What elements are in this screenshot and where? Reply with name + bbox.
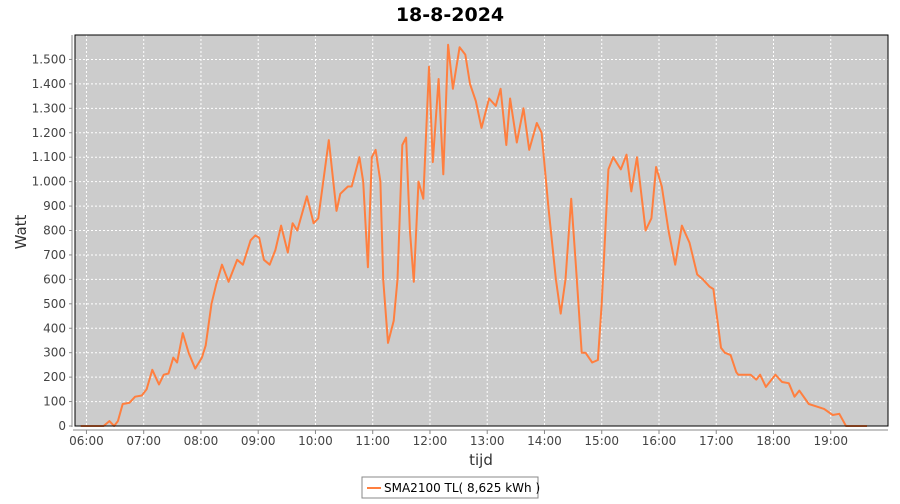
series-line-sma2100 <box>80 43 867 427</box>
y-tick-label: 1.100 <box>32 150 66 164</box>
x-axis: 06:00 07:00 08:00 09:00 10:00 11:00 12:00 13:00… <box>69 429 888 448</box>
y-tick-label: 100 <box>43 395 66 409</box>
y-tick-label: 1.300 <box>32 101 66 115</box>
y-tick-label: 600 <box>43 272 66 286</box>
x-tick-label: 18:00 <box>756 434 791 448</box>
x-tick-label: 09:00 <box>241 434 276 448</box>
y-tick-label: 200 <box>43 370 66 384</box>
y-tick-label: 400 <box>43 321 66 335</box>
y-tick-label: 0 <box>58 419 66 433</box>
y-tick-label: 800 <box>43 224 66 238</box>
x-tick-label: 15:00 <box>584 434 619 448</box>
x-tick-label: 08:00 <box>184 434 219 448</box>
y-tick-label: 700 <box>43 248 66 262</box>
y-tick-label: 1.500 <box>32 52 66 66</box>
x-tick-label: 19:00 <box>813 434 848 448</box>
x-tick-label: 16:00 <box>642 434 677 448</box>
y-tick-label: 300 <box>43 346 66 360</box>
x-tick-label: 17:00 <box>699 434 734 448</box>
y-axis: 0 100 200 300 400 500 600 700 800 900 1.000 1.100 1.… <box>32 35 73 433</box>
y-tick-label: 1.400 <box>32 77 66 91</box>
plot-border <box>74 34 889 427</box>
x-tick-label: 07:00 <box>126 434 161 448</box>
y-tick-label: 500 <box>43 297 66 311</box>
y-tick-label: 1.200 <box>32 126 66 140</box>
x-tick-label: 14:00 <box>527 434 562 448</box>
x-tick-label: 12:00 <box>413 434 448 448</box>
legend-box <box>361 476 539 499</box>
x-axis-label: tijd <box>469 451 493 469</box>
legend: SMA2100 TL( 8,625 kWh ) <box>361 476 540 499</box>
chart-title: 18-8-2024 <box>396 4 504 26</box>
y-tick-label: 900 <box>43 199 66 213</box>
x-tick-label: 10:00 <box>298 434 333 448</box>
x-tick-label: 13:00 <box>470 434 505 448</box>
x-tick-label: 06:00 <box>69 434 104 448</box>
x-tick-label: 11:00 <box>355 434 390 448</box>
y-tick-label: 1.000 <box>32 175 66 189</box>
y-axis-label: Watt <box>12 214 30 249</box>
legend-label: SMA2100 TL( 8,625 kWh ) <box>384 481 540 495</box>
